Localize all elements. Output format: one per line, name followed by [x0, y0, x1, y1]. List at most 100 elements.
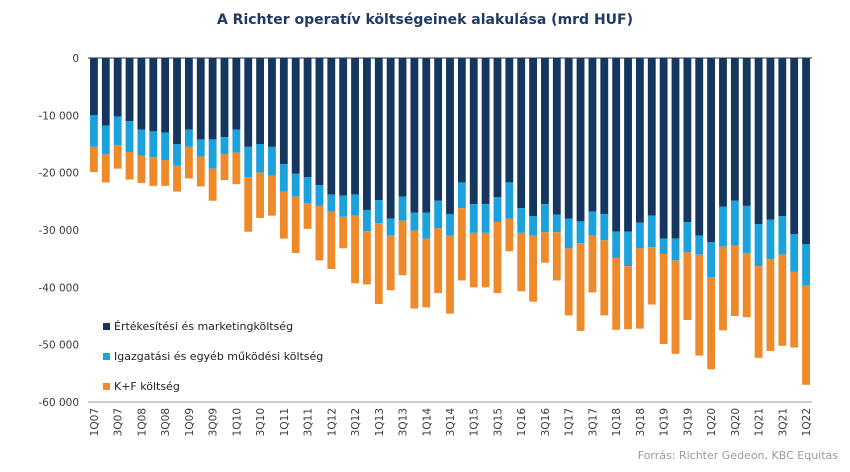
bar-segment-2Q18-s1 — [624, 231, 632, 267]
legend-swatch — [103, 323, 110, 330]
bar-segment-1Q11-s0 — [279, 58, 288, 165]
bar-segment-1Q11-s2 — [279, 191, 288, 239]
bar-segment-4Q15-s1 — [505, 182, 514, 219]
bar-segment-1Q08-s2 — [137, 155, 146, 183]
legend-label: Igazgatási és egyéb működési költség — [114, 350, 323, 363]
bar-segment-2Q07-s2 — [101, 154, 110, 183]
x-tick-label: 1Q21 — [754, 408, 766, 436]
bar-segment-3Q20-s0 — [730, 58, 739, 201]
bar-segment-4Q09-s1 — [220, 137, 229, 155]
bar-segment-3Q14-s0 — [446, 58, 454, 214]
bar-segment-1Q18-s2 — [612, 258, 621, 330]
bar-segment-4Q12-s1 — [363, 209, 371, 232]
bar-segment-2Q16-s2 — [529, 235, 537, 302]
x-tick-label: 3Q09 — [208, 408, 220, 436]
bar-segment-4Q21-s1 — [790, 234, 799, 272]
bar-segment-3Q21-s1 — [778, 216, 787, 255]
bar-segment-3Q11-s1 — [303, 177, 312, 204]
bar-segment-3Q19-s2 — [683, 252, 692, 321]
bar-segment-3Q14-s1 — [446, 213, 454, 236]
bar-segment-4Q11-s2 — [315, 205, 324, 261]
bar-segment-2Q11-s1 — [291, 173, 300, 197]
bar-segment-1Q16-s0 — [517, 58, 526, 209]
x-tick-label: 3Q14 — [445, 408, 457, 437]
bar-segment-3Q12-s1 — [351, 194, 359, 216]
bar-segment-4Q16-s2 — [552, 232, 561, 281]
y-tick-label: -60 000 — [38, 397, 79, 409]
bar-segment-4Q21-s2 — [790, 271, 799, 348]
bar-segment-3Q17-s2 — [588, 235, 597, 293]
bar-segment-4Q10-s2 — [268, 175, 276, 216]
bar-segment-1Q07-s0 — [90, 58, 98, 116]
bar-segment-2Q19-s1 — [671, 238, 680, 261]
bar-segment-4Q17-s0 — [600, 58, 609, 214]
bar-segment-3Q09-s1 — [208, 139, 217, 169]
bar-segment-4Q07-s1 — [125, 121, 134, 153]
bar-segment-3Q09-s2 — [208, 168, 217, 201]
bar-segment-4Q20-s1 — [742, 205, 751, 253]
x-tick-label: 3Q13 — [398, 408, 410, 436]
bar-segment-2Q19-s2 — [671, 260, 680, 354]
bar-segment-1Q07-s1 — [90, 115, 98, 147]
y-tick-label: -20 000 — [38, 168, 79, 180]
x-tick-label: 1Q19 — [659, 408, 671, 436]
bar-segment-4Q08-s2 — [173, 165, 181, 192]
x-tick-label: 3Q19 — [682, 408, 694, 436]
bar-segment-1Q11-s1 — [279, 164, 288, 192]
x-tick-label: 3Q07 — [113, 408, 125, 436]
bar-segment-1Q19-s1 — [659, 238, 668, 255]
bar-segment-2Q18-s0 — [624, 58, 632, 232]
bar-segment-1Q08-s0 — [137, 58, 146, 130]
bar-segment-3Q08-s2 — [161, 160, 170, 186]
bar-segment-1Q16-s2 — [517, 232, 526, 292]
bar-segment-1Q17-s0 — [564, 58, 573, 219]
bar-segment-4Q10-s1 — [268, 146, 276, 176]
bar-segment-2Q13-s0 — [386, 58, 395, 219]
bar-segment-1Q21-s1 — [754, 224, 763, 267]
x-tick-label: 3Q20 — [730, 408, 742, 436]
x-tick-label: 1Q16 — [516, 408, 528, 437]
bar-segment-4Q08-s0 — [173, 58, 181, 144]
bar-segment-3Q08-s1 — [161, 132, 170, 161]
bar-segment-2Q07-s0 — [101, 58, 110, 126]
bar-segment-1Q22-s2 — [802, 285, 810, 385]
bar-segment-3Q13-s0 — [398, 58, 407, 197]
bar-segment-1Q07-s2 — [90, 146, 98, 173]
x-tick-label: 3Q10 — [255, 408, 267, 436]
y-tick-label: -50 000 — [38, 340, 79, 352]
bar-segment-1Q09-s0 — [184, 58, 193, 130]
bar-segment-4Q11-s1 — [315, 185, 324, 206]
bar-segment-1Q13-s1 — [374, 200, 383, 224]
y-tick-label: 0 — [72, 53, 79, 65]
bar-segment-1Q17-s1 — [564, 218, 573, 249]
bar-segment-4Q14-s1 — [457, 182, 466, 209]
x-tick-label: 1Q09 — [184, 408, 196, 436]
bar-segment-2Q21-s0 — [766, 58, 775, 220]
bar-segment-3Q17-s0 — [588, 58, 597, 212]
x-tick-label: 3Q21 — [777, 408, 789, 436]
bar-segment-4Q20-s0 — [742, 58, 751, 206]
bar-segment-2Q17-s1 — [576, 221, 585, 244]
bar-segment-1Q12-s0 — [327, 58, 336, 195]
bar-segment-3Q16-s0 — [541, 58, 549, 205]
bar-segment-4Q13-s0 — [410, 58, 419, 213]
bar-segment-4Q16-s0 — [552, 58, 561, 215]
x-tick-label: 1Q07 — [89, 408, 101, 436]
x-tick-label: 1Q15 — [469, 408, 481, 436]
bar-segment-2Q12-s2 — [339, 216, 348, 249]
bar-segment-3Q18-s0 — [635, 58, 644, 223]
bar-segment-4Q19-s1 — [695, 235, 704, 255]
bar-segment-3Q07-s2 — [113, 145, 122, 169]
bar-segment-4Q16-s1 — [552, 214, 561, 233]
bar-segment-1Q12-s2 — [327, 211, 336, 269]
bar-segment-4Q14-s0 — [457, 58, 466, 183]
bar-segment-2Q19-s0 — [671, 58, 680, 239]
x-tick-label: 3Q16 — [540, 408, 552, 437]
bar-segment-1Q20-s2 — [707, 277, 716, 370]
bar-segment-3Q19-s0 — [683, 58, 692, 222]
bar-segment-2Q10-s2 — [244, 177, 253, 232]
bar-segment-1Q22-s1 — [802, 244, 810, 286]
bar-segment-2Q14-s1 — [434, 200, 443, 229]
bar-segment-3Q19-s1 — [683, 221, 692, 253]
bar-segment-2Q21-s1 — [766, 219, 775, 260]
